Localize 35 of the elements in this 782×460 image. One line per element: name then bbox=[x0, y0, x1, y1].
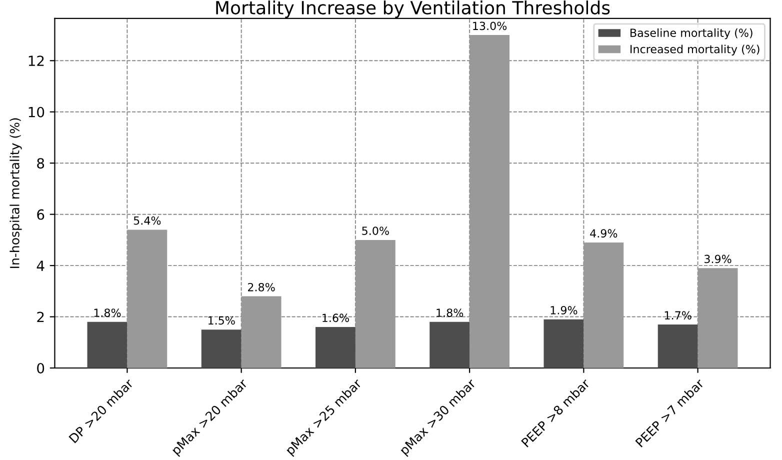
y-tick-label: 8 bbox=[37, 158, 44, 169]
y-tick-label: 0 bbox=[37, 362, 44, 374]
legend-label: Increased mortality (%) bbox=[630, 44, 760, 56]
data-label: 1.6% bbox=[322, 314, 349, 322]
data-label: 1.8% bbox=[436, 308, 464, 317]
data-label: 13.0% bbox=[473, 22, 507, 30]
bar bbox=[470, 35, 510, 368]
bar bbox=[430, 322, 470, 368]
data-label: 5.0% bbox=[362, 226, 389, 236]
y-tick-label: 12 bbox=[28, 56, 44, 66]
bar bbox=[201, 330, 242, 368]
data-label: 5.4% bbox=[134, 216, 161, 225]
legend-label: Baseline mortality (%) bbox=[630, 28, 752, 40]
data-label: 4.9% bbox=[590, 229, 618, 238]
data-label: 1.9% bbox=[550, 306, 578, 314]
chart-title: Mortality Increase by Ventilation Thresholds bbox=[216, 0, 610, 18]
bar bbox=[127, 230, 168, 368]
bar bbox=[658, 324, 698, 368]
y-tick-label: 6 bbox=[37, 209, 44, 220]
bar bbox=[87, 322, 128, 368]
y-tick-label: 2 bbox=[37, 312, 44, 322]
data-label: 1.8% bbox=[94, 308, 121, 317]
y-axis-title: In-hospital mortality (%) bbox=[10, 118, 22, 268]
y-tick-label: 4 bbox=[36, 260, 44, 271]
bar bbox=[584, 242, 624, 368]
bar bbox=[698, 268, 738, 368]
bar bbox=[241, 296, 282, 368]
bar bbox=[355, 240, 396, 368]
bar bbox=[316, 327, 356, 368]
data-label: 2.8% bbox=[248, 282, 275, 292]
data-label: 3.9% bbox=[704, 254, 732, 264]
data-label: 1.5% bbox=[208, 316, 235, 325]
data-label: 1.7% bbox=[664, 311, 692, 320]
bar bbox=[544, 319, 584, 368]
y-tick-label: 10 bbox=[28, 106, 44, 118]
